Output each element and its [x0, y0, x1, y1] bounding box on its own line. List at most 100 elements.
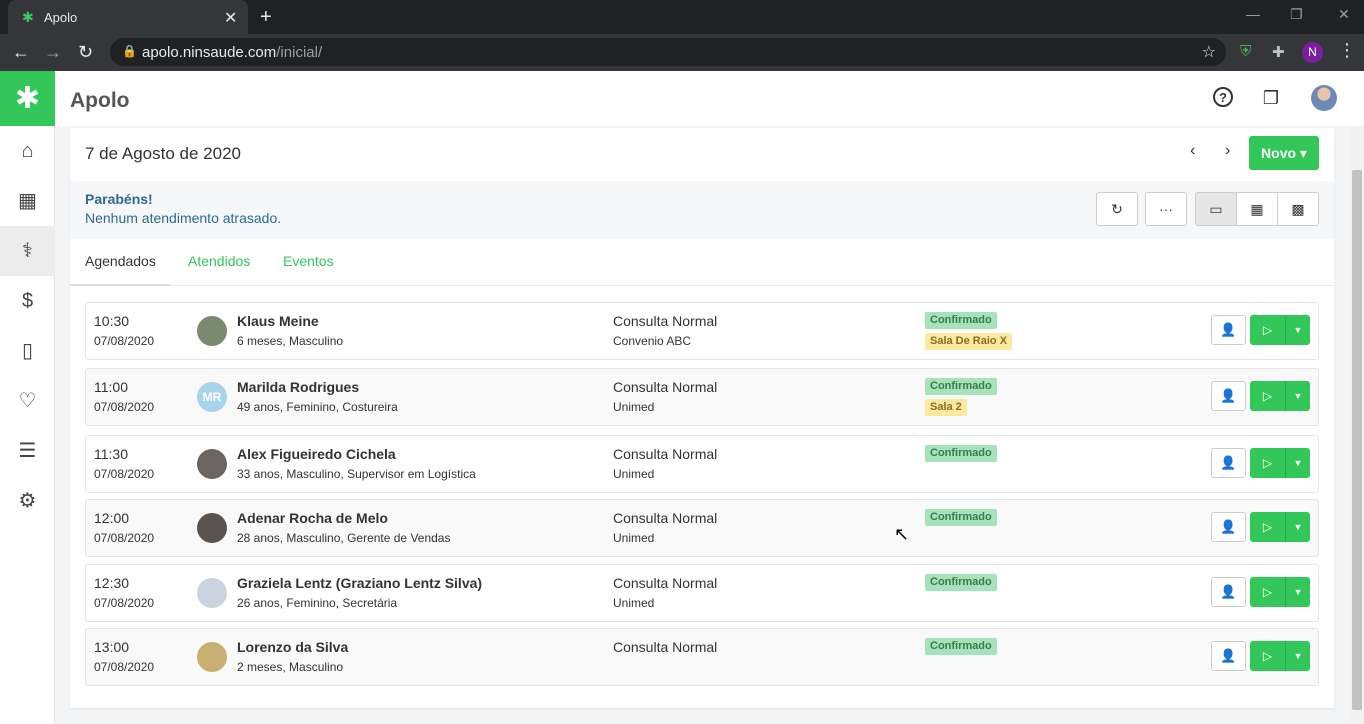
start-button[interactable]: ▷ — [1250, 381, 1285, 411]
patient-button[interactable]: 👤 — [1211, 315, 1246, 345]
table-row[interactable]: 11:30 07/08/2020 Alex Figueiredo Cichela… — [85, 435, 1319, 493]
start-button[interactable]: ▷ — [1250, 315, 1285, 345]
consultation-type: Consulta Normal — [613, 379, 718, 395]
patient-name[interactable]: Marilda Rodrigues — [237, 379, 360, 395]
close-tab-icon[interactable]: ✕ — [224, 10, 238, 27]
new-button[interactable]: Novo ▾ — [1249, 136, 1319, 170]
table-row[interactable]: 10:30 07/08/2020 Klaus Meine 6 meses, Ma… — [85, 302, 1319, 360]
person-icon: 👤 — [1220, 519, 1237, 534]
sidebar-item-reports[interactable]: ☰ — [0, 426, 55, 476]
start-options-button[interactable]: ▼ — [1285, 315, 1310, 345]
patient-info: 28 anos, Masculino, Gerente de Vendas — [237, 531, 451, 545]
app-logo-icon[interactable]: ✱ — [0, 71, 55, 126]
alert-message: Nenhum atendimento atrasado. — [85, 210, 282, 226]
start-options-button[interactable]: ▼ — [1285, 448, 1310, 478]
room-badge: Sala 2 — [925, 399, 967, 416]
minimize-icon[interactable]: — — [1246, 6, 1260, 22]
address-bar[interactable]: 🔒 apolo.ninsaude.com/inicial/ ☆ — [110, 38, 1226, 66]
appointment-date: 07/08/2020 — [94, 334, 155, 348]
patient-button[interactable]: 👤 — [1211, 577, 1246, 607]
start-button[interactable]: ▷ — [1250, 512, 1285, 542]
user-avatar[interactable] — [1311, 85, 1337, 111]
appointment-time: 13:00 — [94, 639, 130, 655]
table-row[interactable]: 11:00 07/08/2020 MR Marilda Rodrigues 49… — [85, 368, 1319, 426]
new-tab-icon[interactable]: + — [260, 6, 272, 28]
ellipsis-icon: ··· — [1159, 201, 1173, 217]
bag-icon: ▯ — [21, 340, 33, 362]
insurance: Convenio ABC — [613, 334, 692, 348]
chat-icon[interactable]: ❐ — [1262, 88, 1280, 108]
bookmark-star-icon[interactable]: ☆ — [1201, 44, 1216, 61]
day-view-button[interactable]: ▭ — [1195, 192, 1237, 226]
start-options-button[interactable]: ▼ — [1285, 641, 1310, 671]
table-row[interactable]: 13:00 07/08/2020 Lorenzo da Silva 2 mese… — [85, 628, 1319, 686]
reload-icon[interactable]: ↻ — [78, 42, 94, 62]
page-scrollbar[interactable] — [1350, 126, 1364, 724]
sidebar-item-attendance[interactable]: ⚕ — [0, 226, 55, 276]
browser-tab[interactable]: ✱ Apolo ✕ — [8, 0, 248, 34]
table-row[interactable]: 12:00 07/08/2020 Adenar Rocha de Melo 28… — [85, 499, 1319, 557]
patient-name[interactable]: Lorenzo da Silva — [237, 639, 349, 655]
appointment-date: 07/08/2020 — [94, 400, 155, 414]
app-title: Apolo — [70, 89, 130, 112]
start-options-button[interactable]: ▼ — [1285, 512, 1310, 542]
play-icon: ▷ — [1262, 520, 1273, 534]
patient-avatar: MR — [197, 382, 227, 412]
next-day-icon[interactable]: › — [1225, 142, 1231, 159]
active-tab-indicator — [70, 284, 170, 286]
table-row[interactable]: 12:30 07/08/2020 Graziela Lentz (Grazian… — [85, 564, 1319, 622]
patient-name[interactable]: Adenar Rocha de Melo — [237, 510, 388, 526]
play-icon: ▷ — [1262, 389, 1273, 403]
close-window-icon[interactable]: ✕ — [1338, 6, 1350, 22]
scrollbar-thumb[interactable] — [1352, 170, 1362, 710]
patient-button[interactable]: 👤 — [1211, 641, 1246, 671]
forward-icon[interactable]: → — [44, 42, 62, 62]
back-icon[interactable]: ← — [12, 42, 30, 62]
extension-shield-icon[interactable]: ⛨ — [1240, 43, 1252, 60]
refresh-button[interactable]: ↻ — [1096, 192, 1138, 226]
week-view-button[interactable]: ▦ — [1236, 192, 1278, 226]
browser-menu-icon[interactable]: ⋮ — [1338, 40, 1356, 60]
app-header: ✱ Apolo ? ❐ — [0, 71, 1364, 126]
start-options-button[interactable]: ▼ — [1285, 381, 1310, 411]
heart-pulse-icon: ♡ — [18, 390, 37, 412]
start-button[interactable]: ▷ — [1250, 641, 1285, 671]
sidebar-item-health[interactable]: ♡ — [0, 376, 55, 426]
start-button[interactable]: ▷ — [1250, 448, 1285, 478]
sidebar: ⌂ ▦ ⚕ $ ▯ ♡ ☰ ⚙ — [0, 126, 55, 724]
profile-avatar[interactable]: N — [1302, 42, 1323, 63]
tab-agendados[interactable]: Agendados — [85, 253, 156, 269]
sidebar-item-store[interactable]: ▯ — [0, 326, 55, 376]
sidebar-item-finance[interactable]: $ — [0, 276, 55, 326]
tab-eventos[interactable]: Eventos — [283, 253, 334, 269]
sidebar-item-home[interactable]: ⌂ — [0, 126, 55, 176]
tab-atendidos[interactable]: Atendidos — [188, 253, 251, 269]
more-options-button[interactable]: ··· — [1145, 192, 1187, 226]
caret-down-icon: ▼ — [1293, 391, 1303, 401]
room-badge: Sala De Raio X — [925, 333, 1013, 350]
appointment-date: 07/08/2020 — [94, 660, 155, 674]
patient-button[interactable]: 👤 — [1211, 381, 1246, 411]
play-icon: ▷ — [1262, 585, 1273, 599]
caret-down-icon: ▼ — [1293, 587, 1303, 597]
previous-day-icon[interactable]: ‹ — [1190, 142, 1196, 159]
play-icon: ▷ — [1262, 649, 1273, 663]
restore-icon[interactable]: ❐ — [1290, 6, 1303, 22]
patient-button[interactable]: 👤 — [1211, 512, 1246, 542]
status-badge: Confirmado — [925, 638, 997, 655]
sidebar-item-settings[interactable]: ⚙ — [0, 476, 55, 526]
start-options-button[interactable]: ▼ — [1285, 577, 1310, 607]
patient-name[interactable]: Klaus Meine — [237, 313, 319, 329]
consultation-type: Consulta Normal — [613, 313, 718, 329]
start-button[interactable]: ▷ — [1250, 577, 1285, 607]
patient-button[interactable]: 👤 — [1211, 448, 1246, 478]
person-icon: 👤 — [1220, 322, 1237, 337]
status-badge: Confirmado — [925, 312, 997, 329]
sidebar-item-calendar[interactable]: ▦ — [0, 176, 55, 226]
patient-name[interactable]: Alex Figueiredo Cichela — [237, 446, 396, 462]
extensions-puzzle-icon[interactable]: ✚ — [1272, 44, 1285, 61]
help-icon[interactable]: ? — [1213, 87, 1233, 107]
patient-name[interactable]: Graziela Lentz (Graziano Lentz Silva) — [237, 575, 483, 591]
person-icon: 👤 — [1220, 584, 1237, 599]
month-view-button[interactable]: ▩ — [1277, 192, 1319, 226]
